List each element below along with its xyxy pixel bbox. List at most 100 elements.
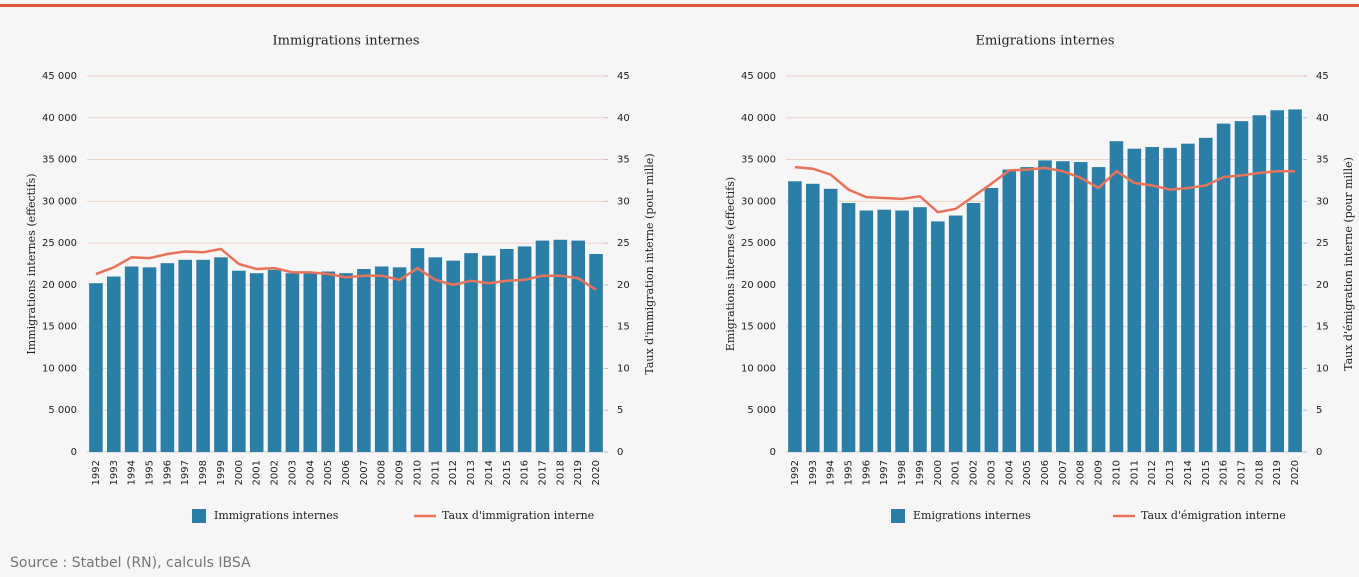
bar <box>410 248 425 452</box>
x-tick-label: 1993 <box>109 460 120 485</box>
x-tick-label: 2005 <box>1022 460 1033 485</box>
y-tick-label: 15 000 <box>741 322 776 333</box>
bar <box>589 253 603 452</box>
bar <box>1163 147 1177 452</box>
bar <box>1038 160 1052 452</box>
bar <box>823 188 838 453</box>
bar <box>877 209 892 452</box>
x-tick-label: 2010 <box>412 460 423 485</box>
x-tick-label: 2006 <box>341 460 352 485</box>
bar <box>1145 147 1159 452</box>
top-rule <box>0 4 1359 7</box>
y-tick-label: 0 <box>71 447 77 458</box>
x-tick-label: 1994 <box>127 460 138 485</box>
x-tick-label: 2000 <box>933 460 944 485</box>
bar <box>788 181 802 452</box>
x-tick-label: 2020 <box>1290 460 1301 485</box>
y-tick-label: 30 000 <box>741 196 776 207</box>
chart-title: Immigrations internes <box>272 34 419 49</box>
y-tick-label: 10 000 <box>741 363 776 374</box>
y-tick-label: 20 000 <box>741 280 776 291</box>
x-tick-label: 2010 <box>1111 460 1122 485</box>
bar <box>249 273 264 452</box>
y-tick-label: 15 000 <box>42 322 77 333</box>
x-tick-label: 2003 <box>287 460 298 485</box>
bar <box>482 255 496 452</box>
y2-tick-label: 15 <box>1316 322 1329 333</box>
y2-tick-label: 45 <box>617 71 630 82</box>
x-tick-label: 2013 <box>1165 460 1176 485</box>
bar <box>931 221 945 452</box>
legend-label: Taux d'émigration interne <box>1141 509 1286 522</box>
line <box>794 165 1296 214</box>
y2-tick-label: 10 <box>1316 363 1329 374</box>
y2-tick-label: 15 <box>617 322 630 333</box>
x-tick-label: 2014 <box>1183 460 1194 485</box>
y-tick-label: 35 000 <box>741 155 776 166</box>
x-tick-label: 2016 <box>520 460 531 485</box>
bar <box>535 240 550 452</box>
bar <box>232 270 246 452</box>
x-tick-label: 2017 <box>537 460 548 485</box>
bar <box>392 267 407 452</box>
bar <box>267 269 282 452</box>
bar <box>1056 161 1070 452</box>
y2-tick-label: 20 <box>1316 280 1329 291</box>
y2-tick-label: 10 <box>617 363 630 374</box>
x-tick-label: 1994 <box>826 460 837 485</box>
bar <box>984 187 999 452</box>
bar <box>196 259 210 452</box>
x-tick-label: 1999 <box>915 460 926 485</box>
x-tick-label: 2012 <box>1147 460 1158 485</box>
bar <box>357 269 371 452</box>
x-tick-label: 1993 <box>808 460 819 485</box>
bar <box>1252 115 1267 452</box>
bar <box>499 248 514 452</box>
bar <box>553 239 568 452</box>
y-tick-label: 25 000 <box>741 238 776 249</box>
y2-axis-title: Taux d'immigration interne (pour mille) <box>643 153 656 374</box>
bar <box>1270 110 1284 452</box>
x-tick-label: 2006 <box>1040 460 1051 485</box>
x-tick-label: 2007 <box>359 460 370 485</box>
bar <box>571 240 585 452</box>
y2-tick-label: 0 <box>617 447 623 458</box>
y2-tick-label: 5 <box>1316 405 1322 416</box>
y-tick-label: 10 000 <box>42 363 77 374</box>
x-tick-label: 2018 <box>555 460 566 485</box>
y-tick-label: 40 000 <box>741 113 776 124</box>
bar <box>303 272 318 452</box>
x-tick-label: 1996 <box>861 460 872 485</box>
x-tick-label: 2004 <box>1004 460 1015 485</box>
y-tick-label: 0 <box>770 447 776 458</box>
bar <box>1288 109 1302 452</box>
x-tick-label: 2005 <box>323 460 334 485</box>
y2-tick-label: 35 <box>617 155 630 166</box>
y-tick-label: 20 000 <box>42 280 77 291</box>
x-tick-label: 1995 <box>145 460 156 485</box>
x-tick-label: 2016 <box>1219 460 1230 485</box>
bar <box>859 210 874 452</box>
x-tick-label: 2001 <box>252 460 263 485</box>
y-tick-label: 5 000 <box>48 405 77 416</box>
y2-tick-label: 45 <box>1316 71 1329 82</box>
bar <box>142 267 157 452</box>
y2-tick-label: 25 <box>1316 238 1329 249</box>
x-tick-label: 2007 <box>1058 460 1069 485</box>
x-tick-label: 2003 <box>986 460 997 485</box>
bar <box>124 266 139 452</box>
x-tick-label: 2015 <box>1201 460 1212 485</box>
y2-axis-title: Taux d'émigration interne (pour mille) <box>1342 157 1355 371</box>
x-tick-label: 1992 <box>91 460 102 485</box>
x-tick-label: 2013 <box>466 460 477 485</box>
bar <box>214 257 228 452</box>
y-tick-label: 45 000 <box>42 71 77 82</box>
y-tick-label: 25 000 <box>42 238 77 249</box>
bar <box>1198 137 1213 452</box>
y-tick-label: 30 000 <box>42 196 77 207</box>
legend-swatch <box>192 509 206 523</box>
x-tick-label: 2014 <box>484 460 495 485</box>
legend-label: Emigrations internes <box>913 509 1031 522</box>
x-tick-label: 2002 <box>270 460 281 485</box>
legend-label: Taux d'immigration interne <box>442 509 594 522</box>
